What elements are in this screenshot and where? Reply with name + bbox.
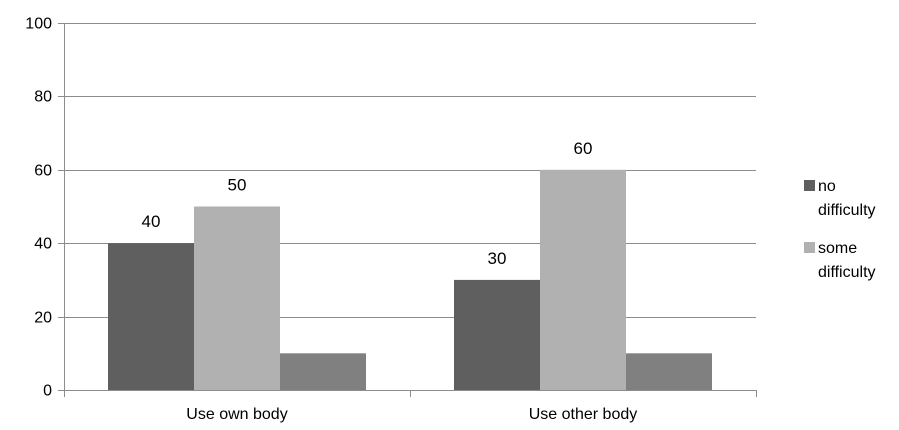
legend-swatch [804, 242, 815, 253]
y-tick-label: 80 [34, 89, 52, 106]
axes [58, 23, 757, 397]
legend-label: no [818, 178, 836, 195]
data-label: 60 [574, 139, 593, 158]
data-label: 30 [488, 249, 507, 268]
legend-swatch [804, 180, 815, 191]
data-label: 40 [142, 212, 161, 231]
y-tick-label: 0 [43, 383, 52, 400]
labels: 0 20 40 60 80 100 40 50 Use own body 30 60 Use othe… [25, 16, 637, 424]
bar [280, 353, 366, 390]
legend-label: some [818, 240, 857, 257]
y-tick-label: 20 [34, 310, 52, 327]
bars [108, 169, 712, 390]
legend: no difficulty some difficulty [804, 178, 876, 281]
x-category-label: Use other body [529, 406, 638, 423]
legend-label: difficulty [818, 264, 876, 281]
bar [194, 206, 280, 390]
bar [626, 353, 712, 390]
legend-label: difficulty [818, 202, 876, 219]
y-tick-label: 40 [34, 236, 52, 253]
y-tick-label: 100 [25, 16, 52, 33]
x-category-label: Use own body [186, 406, 287, 423]
bar [108, 243, 194, 390]
y-tick-label: 60 [34, 163, 52, 180]
bar [454, 279, 540, 390]
data-label: 50 [228, 176, 247, 195]
bar [540, 169, 626, 390]
